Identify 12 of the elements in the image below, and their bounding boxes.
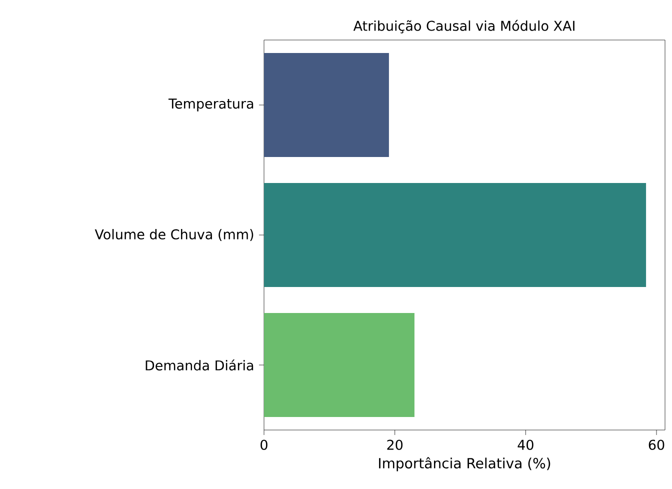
x-tick-label: 60 xyxy=(648,440,664,450)
bar xyxy=(264,313,414,418)
chart-title: Atribuição Causal via Módulo XAI xyxy=(353,20,574,34)
x-tick-label: 20 xyxy=(387,440,403,450)
bar xyxy=(264,53,389,158)
x-axis-title: Importância Relativa (%) xyxy=(379,457,550,472)
x-tick-label: 0 xyxy=(260,440,268,450)
bar xyxy=(264,183,646,288)
x-tick-label: 40 xyxy=(518,440,534,450)
y-tick-label: Temperatura xyxy=(168,98,254,112)
y-tick-label: Volume de Chuva (mm) xyxy=(94,228,254,242)
y-tick-label: Demanda Diária xyxy=(146,360,254,370)
